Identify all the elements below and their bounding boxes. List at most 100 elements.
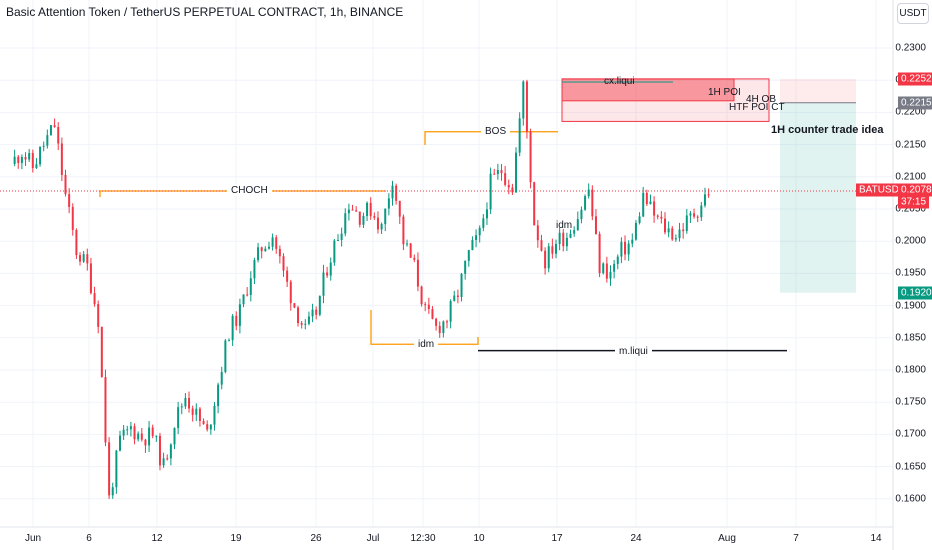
price-tick-label: 0.2300 <box>895 42 926 54</box>
candle-body <box>60 143 63 175</box>
candle-body <box>605 263 608 279</box>
candle-body <box>584 196 587 210</box>
candle-body <box>166 458 169 460</box>
candle-body <box>634 222 637 240</box>
candle-body <box>246 294 249 296</box>
candle-body <box>576 219 579 231</box>
candle-body <box>511 187 514 193</box>
candle-body <box>68 194 71 207</box>
candle-body <box>318 295 321 315</box>
candle-body <box>671 228 674 240</box>
chart-title: Basic Attention Token / TetherUS PERPETU… <box>6 5 404 19</box>
candle-body <box>482 218 485 228</box>
candle-body <box>682 229 685 232</box>
candle-body <box>460 273 463 297</box>
h4-ob-label: 4H OB <box>746 94 777 105</box>
htf-poi-label: HTF POI CT <box>729 102 785 113</box>
time-tick-label: 14 <box>870 533 882 544</box>
candle-body <box>326 272 329 276</box>
candle-body <box>409 243 412 258</box>
candle-body <box>693 213 696 217</box>
candle-body <box>416 259 419 287</box>
candle-body <box>184 398 187 407</box>
candle-body <box>573 230 576 234</box>
price-axis[interactable]: 0.23000.22500.22000.21500.21000.20500.20… <box>893 0 932 550</box>
candle-body <box>209 424 212 430</box>
candle-body <box>594 216 597 234</box>
candle-body <box>242 294 245 305</box>
last-price-tag: 0.2078 <box>898 183 932 197</box>
candle-body <box>551 246 554 254</box>
candle-body <box>620 241 623 257</box>
candle-body <box>304 323 307 325</box>
idm-low-label: idm <box>414 339 439 350</box>
candle-body <box>148 427 151 446</box>
currency-button[interactable]: USDT <box>897 3 929 24</box>
candle-body <box>649 201 652 205</box>
candle-body <box>362 215 365 225</box>
candle-body <box>674 238 677 240</box>
candle-body <box>504 173 507 185</box>
candle-body <box>188 398 191 409</box>
candle-body <box>515 152 518 193</box>
candle-body <box>198 408 201 421</box>
candle-body <box>271 237 274 247</box>
candle-body <box>580 209 583 220</box>
candle-body <box>264 248 267 252</box>
price-tick-label: 0.2050 <box>895 203 926 215</box>
price-tick-label: 0.1600 <box>895 493 926 505</box>
price-tick-label: 0.1700 <box>895 428 926 440</box>
candle-body <box>195 408 198 415</box>
candle-body <box>180 406 183 408</box>
candle-body <box>624 241 627 255</box>
candle-body <box>155 435 158 437</box>
candle-body <box>449 301 452 322</box>
candle-body <box>129 426 132 430</box>
candle-body <box>689 213 692 216</box>
candle-body <box>89 263 92 294</box>
candle-body <box>282 256 285 271</box>
candle-body <box>31 153 34 169</box>
candle-body <box>249 278 252 295</box>
candle-body <box>104 377 107 443</box>
candle-body <box>333 240 336 263</box>
candle-body <box>369 202 372 217</box>
price-tick-label: 0.1850 <box>895 332 926 344</box>
candle-body <box>555 244 557 254</box>
candle-body <box>93 293 96 305</box>
candle-body <box>224 340 227 372</box>
time-tick-label: Jul <box>366 533 380 544</box>
candle-body <box>467 250 470 261</box>
candle-body <box>391 185 394 199</box>
candle-body <box>202 420 205 425</box>
candle-body <box>558 232 561 245</box>
candle-body <box>133 426 136 440</box>
candle-body <box>347 209 350 214</box>
candle-body <box>627 243 630 255</box>
candle-body <box>28 153 31 160</box>
candle-body <box>616 256 619 264</box>
candle-body <box>169 444 172 459</box>
candle-body <box>384 208 387 225</box>
candle-body <box>591 189 594 217</box>
candle-body <box>79 255 82 262</box>
time-tick-label: Aug <box>718 533 736 544</box>
price-tick-label: 0.2000 <box>895 235 926 247</box>
candle-body <box>703 194 706 206</box>
candle-body <box>638 216 641 223</box>
candle-body <box>231 315 234 341</box>
candle-body <box>485 209 488 219</box>
choch-label: CHOCH <box>227 185 272 196</box>
candle-body <box>13 156 16 164</box>
candle-body <box>322 272 325 296</box>
candle-body <box>533 182 536 226</box>
candle-body <box>220 371 223 385</box>
price-tick-label: 0.2150 <box>895 139 926 151</box>
candle-body <box>340 233 343 240</box>
candle-body <box>289 281 292 304</box>
candle-body <box>398 200 401 217</box>
candle-body <box>700 205 703 218</box>
candle-body <box>413 257 416 260</box>
candle-body <box>97 304 100 327</box>
